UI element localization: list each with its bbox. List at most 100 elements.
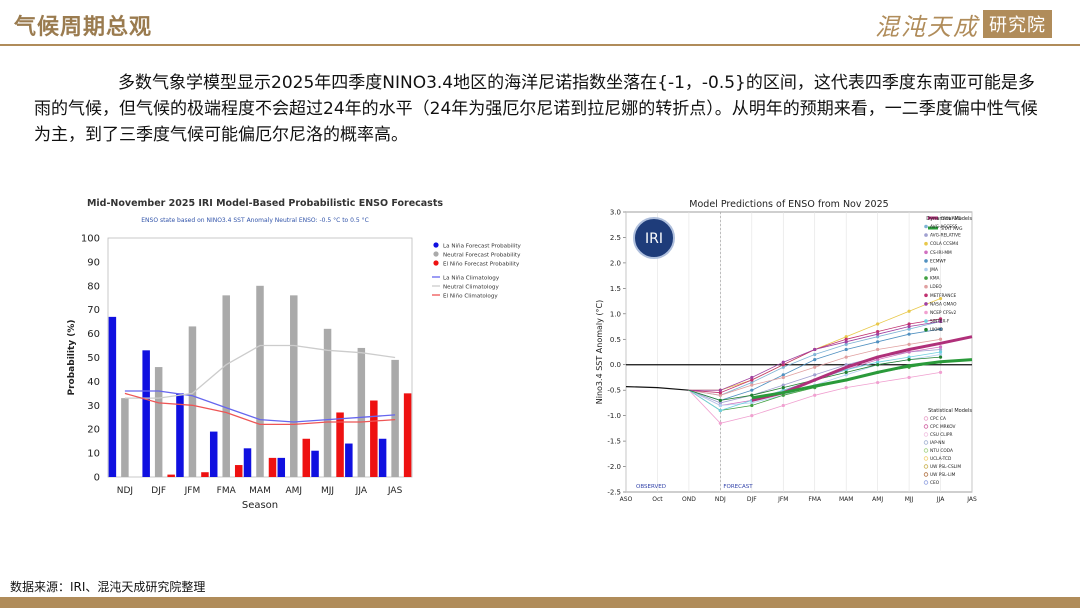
- chart1-bar: [403, 393, 412, 477]
- chart2-model-point: [907, 322, 911, 326]
- chart2-model-point: [750, 380, 754, 385]
- chart1-bar: [391, 359, 399, 477]
- chart2-legend-label: CS-IRI-MM: [930, 250, 952, 256]
- data-source: 数据来源：IRI、混沌天成研究院整理: [10, 580, 206, 594]
- chart1-ytick-label: 90: [87, 257, 100, 268]
- chart2-model-point: [781, 383, 785, 387]
- chart2-legend-label: JMA: [929, 267, 938, 273]
- chart1-ytick-label: 60: [87, 329, 100, 340]
- chart2-model-point: [938, 345, 943, 349]
- chart2-model-point: [718, 388, 722, 392]
- chart2-title: Model Predictions of ENSO from Nov 2025: [689, 199, 888, 210]
- chart2-model-point: [750, 401, 754, 405]
- chart2-legend-label: UW PSL-CSLIM: [930, 464, 961, 470]
- chart2-xtick-label: OND: [682, 496, 696, 503]
- probability-bar-chart: Mid-November 2025 IRI Model-Based Probab…: [67, 198, 522, 511]
- chart2-legend-marker: [924, 276, 928, 280]
- chart2-plot-area: [625, 211, 973, 493]
- chart2-model-point: [938, 347, 943, 352]
- chart2-model-point: [718, 401, 722, 405]
- logo-text: 混沌天成: [875, 12, 979, 41]
- chart2-model-point: [907, 375, 911, 380]
- chart2-model-point: [781, 393, 785, 397]
- chart2-model-point: [781, 365, 785, 369]
- chart1-bar: [256, 285, 264, 477]
- enso-plume-svg: Model Predictions of ENSO from Nov 2025 -…: [595, 199, 977, 503]
- chart2-legend-label: CSU CLIPR: [930, 432, 952, 438]
- chart2-legend-marker: [923, 440, 929, 445]
- chart2-ytick-label: 2.5: [610, 234, 621, 242]
- chart2-ytick-label: 1.0: [610, 310, 621, 318]
- chart2-legend-label: ECMWF: [930, 258, 947, 264]
- chart2-model-point: [781, 403, 785, 408]
- chart2-ytick-label: 3.0: [610, 209, 621, 217]
- chart1-bar: [345, 443, 353, 477]
- chart2-legend-label: AVG-ACCESS: [930, 224, 958, 230]
- chart2-model-point: [750, 375, 754, 380]
- chart1-ytick-label: 100: [81, 234, 100, 245]
- chart2-model-point: [938, 350, 943, 354]
- chart2-model-point: [938, 319, 943, 324]
- summary-paragraph: 多数气象学模型显示2025年四季度NINO3.4地区的海洋尼诺指数坐落在{-1，…: [34, 73, 1038, 145]
- chart2-model-point: [718, 408, 722, 413]
- chart2-xtick-label: JFM: [777, 496, 788, 503]
- chart2-legend-marker: [924, 284, 928, 289]
- summary-text: 多数气象学模型显示2025年四季度NINO3.4地区的海洋尼诺指数坐落在{-1，…: [34, 70, 1046, 148]
- chart2-legend-marker: [924, 319, 928, 323]
- chart2-model-point: [938, 296, 943, 301]
- chart1-subtitle: ENSO state based on NINO3.4 SST Anomaly …: [141, 217, 369, 224]
- chart1-ytick-label: 40: [87, 377, 100, 388]
- chart2-model-point: [876, 335, 880, 339]
- chart2-legend-label: DYN AVG: [941, 216, 962, 222]
- chart2-xtick-label: AMJ: [872, 496, 883, 503]
- chart2-ytick-label: -2.0: [607, 463, 621, 471]
- chart2-model-point: [750, 383, 754, 387]
- chart2-model-point: [718, 391, 722, 395]
- chart2-model-point: [718, 403, 722, 408]
- chart2-xtick-label: JAS: [966, 496, 977, 503]
- chart1-bar: [357, 347, 366, 477]
- chart2-forecast-label: FORECAST: [723, 484, 753, 490]
- chart2-model-point: [781, 386, 785, 390]
- chart2-ytick-label: -2.5: [607, 489, 621, 497]
- chart1-xtick-label: JAS: [387, 486, 403, 496]
- chart1-ytick-label: 80: [87, 281, 100, 292]
- chart1-bar: [243, 448, 252, 477]
- chart2-model-point: [813, 365, 817, 369]
- chart2-model-point: [813, 358, 817, 362]
- chart2-model-point: [907, 355, 911, 359]
- chart2-ytick-label: -1.0: [607, 412, 621, 420]
- chart2-ytick-label: 0.0: [610, 361, 621, 369]
- chart1-legend-label: Neutral Forecast Probability: [443, 253, 521, 259]
- chart2-legend-label: CPC CA: [930, 416, 946, 422]
- chart1-bar: [176, 393, 184, 477]
- iri-logo-text: IRI: [645, 231, 663, 247]
- chart1-climatology-line: [124, 392, 396, 426]
- chart2-model-point: [938, 317, 943, 321]
- chart2-observed-line: [625, 386, 689, 391]
- chart2-legend-label: COLA CCSM4: [930, 241, 959, 247]
- chart1-bar: [234, 465, 243, 477]
- chart2-model-point: [907, 342, 911, 346]
- chart1-xtick-label: MJJ: [321, 486, 334, 496]
- chart2-model-point: [907, 327, 911, 331]
- chart2-model-point: [876, 347, 880, 352]
- chart2-legend-label: STAT AVG: [941, 226, 963, 232]
- chart1-bar: [268, 457, 277, 477]
- chart1-bar: [302, 438, 311, 477]
- chart2-model-point: [781, 375, 785, 380]
- logo-box: 研究院: [983, 10, 1052, 38]
- chart2-legend-marker: [924, 293, 928, 298]
- chart2-legend-label: LDEO: [930, 284, 942, 290]
- chart2-model-point: [938, 337, 943, 341]
- chart2-legend-label: CEO: [930, 480, 940, 486]
- chart2-legend-label: CPC MRKOV: [930, 424, 956, 430]
- enso-model-plume-chart: Model Predictions of ENSO from Nov 2025 -…: [594, 196, 984, 511]
- chart1-legend-label: Neutral Climatology: [443, 285, 499, 291]
- chart2-legend-label: NCEP CFSv2: [930, 310, 957, 316]
- chart1-legend-label: El Niño Forecast Probability: [443, 262, 520, 268]
- chart1-legend-label: La Niña Forecast Probability: [443, 244, 522, 250]
- chart1-legend-label: El Niño Climatology: [443, 294, 498, 300]
- chart2-legend-marker: [924, 327, 928, 332]
- chart1-bar: [209, 431, 218, 477]
